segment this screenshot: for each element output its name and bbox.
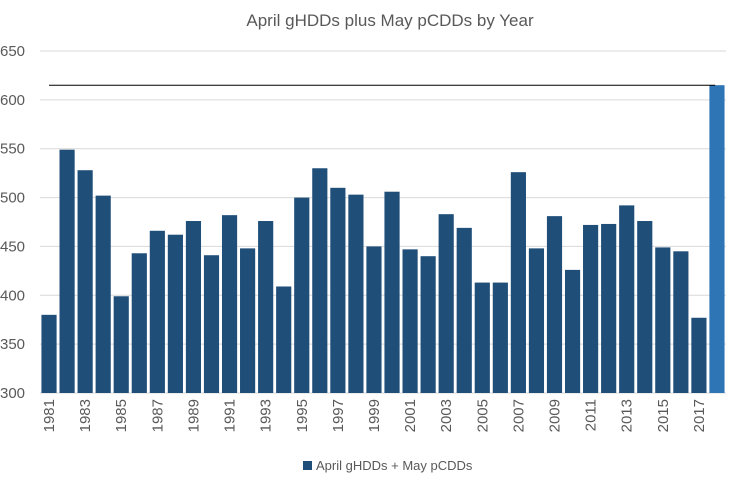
bar-2002 [420, 256, 436, 393]
x-axis-ticks: 1981 1983 1985 1987 1989 1991 1993 1995 1997 1999… [41, 399, 708, 432]
x-tick-label: 2009 [547, 399, 564, 432]
bar-1988 [167, 234, 183, 393]
bar-1997 [330, 187, 346, 393]
y-tick-label: 550 [0, 141, 25, 158]
bar-1993 [258, 221, 274, 393]
bar-2004 [456, 227, 472, 393]
bar-1987 [149, 230, 165, 393]
bar-2007 [510, 172, 526, 393]
y-tick-label: 650 [0, 43, 25, 60]
bar-1989 [185, 221, 202, 393]
bar-1992 [240, 248, 256, 393]
x-tick-label: 1989 [185, 399, 202, 432]
bar-2012 [601, 223, 617, 393]
bar-2000 [384, 191, 400, 393]
bar-1994 [276, 286, 292, 393]
bar-1996 [312, 168, 328, 393]
bar-2001 [402, 249, 418, 393]
bar-1991 [221, 215, 238, 393]
bar-2018 [709, 85, 725, 393]
legend-label: April gHDDs + May pCDDs [316, 458, 473, 473]
x-tick-label: 2005 [474, 399, 491, 432]
y-tick-label: 600 [0, 92, 25, 109]
x-tick-label: 1999 [366, 399, 383, 432]
x-tick-label: 1987 [149, 399, 166, 432]
legend: April gHDDs + May pCDDs [303, 458, 473, 473]
bar-2015 [655, 247, 671, 393]
bar-2017 [691, 317, 707, 393]
bar-2006 [492, 282, 508, 393]
y-axis-ticks: 300 350 400 450 500 550 600 650 [0, 43, 25, 402]
x-tick-label: 2011 [583, 399, 600, 431]
bar-1983 [77, 170, 93, 393]
bar-2011 [583, 224, 599, 393]
bar-2005 [474, 282, 490, 393]
bars [41, 85, 725, 393]
bar-1999 [366, 246, 382, 393]
x-tick-label: 2007 [510, 399, 527, 432]
bar-1998 [348, 194, 364, 393]
x-tick-label: 1995 [294, 399, 311, 432]
x-tick-label: 2015 [655, 399, 672, 432]
bar-2009 [546, 216, 563, 393]
x-tick-label: 1983 [77, 399, 94, 432]
x-tick-label: 2003 [438, 399, 455, 432]
x-tick-label: 1981 [41, 399, 58, 432]
y-tick-label: 400 [0, 287, 25, 304]
bar-1984 [95, 195, 111, 393]
bar-1995 [294, 197, 310, 393]
bar-1982 [59, 149, 75, 393]
x-tick-label: 1991 [222, 399, 239, 432]
y-tick-label: 350 [0, 336, 25, 353]
bar-1981 [41, 314, 57, 393]
bar-2014 [637, 221, 653, 393]
bar-1985 [113, 296, 129, 393]
x-tick-label: 1985 [113, 399, 130, 432]
x-tick-label: 2001 [402, 399, 419, 432]
x-tick-label: 1993 [258, 399, 275, 432]
x-tick-label: 2013 [619, 399, 636, 432]
y-tick-label: 300 [0, 385, 25, 402]
bar-2003 [438, 214, 454, 393]
bar-2010 [564, 269, 581, 393]
legend-swatch [303, 461, 312, 470]
x-tick-label: 2017 [691, 399, 708, 432]
bar-1986 [131, 253, 147, 393]
bar-2016 [673, 251, 689, 393]
chart-title: April gHDDs plus May pCDDs by Year [246, 11, 534, 30]
y-tick-label: 450 [0, 238, 25, 255]
bar-2013 [619, 205, 635, 393]
bar-1990 [203, 255, 220, 393]
x-tick-label: 1997 [330, 399, 347, 432]
bar-2008 [528, 248, 545, 393]
y-tick-label: 500 [0, 190, 25, 207]
